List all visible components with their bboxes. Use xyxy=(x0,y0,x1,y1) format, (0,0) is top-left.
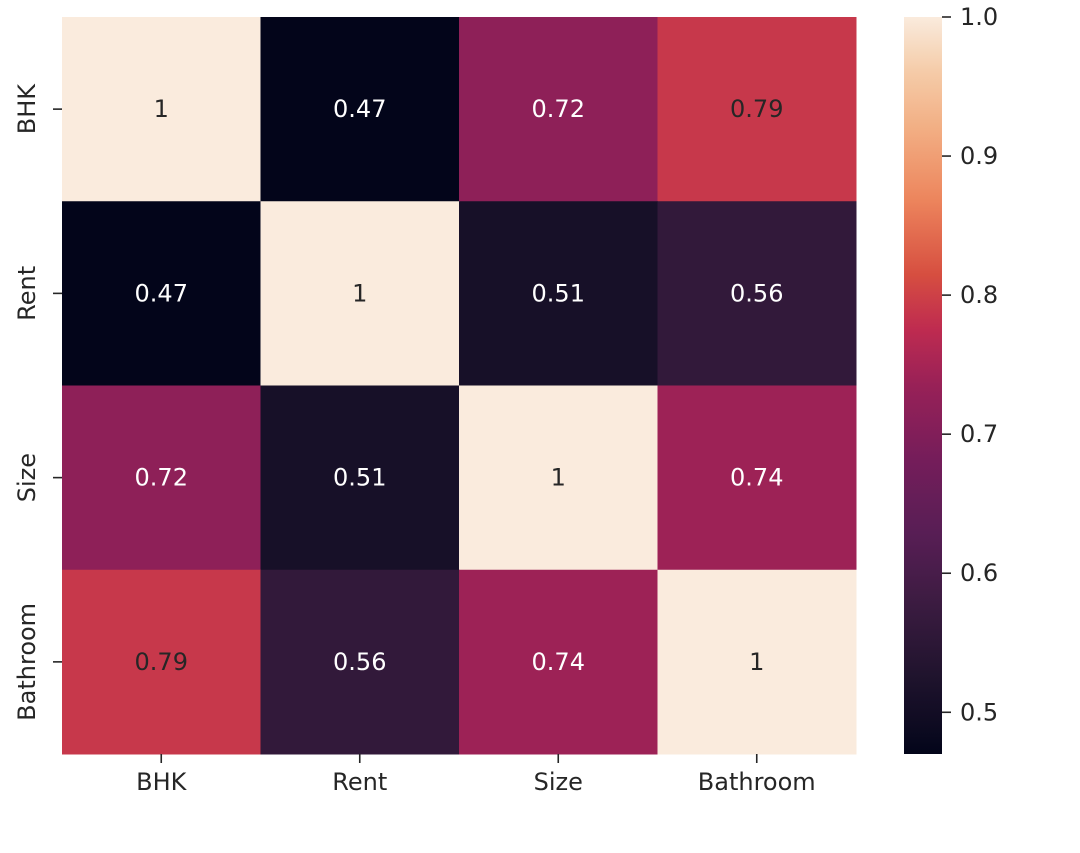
heatmap-cell-size-size xyxy=(459,385,658,571)
cell-annotation: 0.56 xyxy=(730,279,783,307)
x-tick-label: BHK xyxy=(136,768,188,796)
x-axis: BHK Rent Size Bathroom xyxy=(136,754,816,796)
cell-annotation: 0.72 xyxy=(532,95,585,123)
cell-annotation: 1 xyxy=(154,95,169,123)
heatmap-cell-bhk-bathroom xyxy=(657,17,857,202)
heatmap-cell-size-rent xyxy=(260,385,460,571)
heatmap-cell-bhk-size xyxy=(459,17,658,202)
y-tick-label: BHK xyxy=(13,83,41,135)
cell-annotation: 0.72 xyxy=(135,464,188,492)
heatmap-cell-bhk-bhk xyxy=(62,17,261,202)
cell-annotation: 0.47 xyxy=(333,95,386,123)
x-tick-label: Rent xyxy=(332,768,387,796)
heatmap-cell-rent-bhk xyxy=(62,201,261,386)
heatmap-cell-rent-rent xyxy=(260,201,460,386)
colorbar-tick-label: 0.8 xyxy=(960,281,998,309)
x-tick-label: Bathroom xyxy=(698,768,816,796)
heatmap-cell-size-bhk xyxy=(62,385,261,571)
cell-annotation: 0.47 xyxy=(135,279,188,307)
x-tick-label: Size xyxy=(534,768,583,796)
cell-annotation: 0.74 xyxy=(730,464,783,492)
colorbar-tick-label: 0.5 xyxy=(960,698,998,726)
cell-annotation: 0.51 xyxy=(333,464,386,492)
heatmap-cell-bathroom-bathroom xyxy=(657,569,857,755)
colorbar-tick-label: 1.0 xyxy=(960,3,998,31)
cell-annotation: 0.51 xyxy=(532,279,585,307)
colorbar-tick-label: 0.6 xyxy=(960,559,998,587)
heatmap-cell-rent-size xyxy=(459,201,658,386)
heatmap-cell-bathroom-size xyxy=(459,569,658,755)
heatmap-cell-bathroom-rent xyxy=(260,569,460,755)
heatmap-cell-rent-bathroom xyxy=(657,201,857,386)
heatmap-annotations: 1 0.47 0.72 0.79 0.47 1 0.51 0.56 0.72 0.51 1 0.74 0… xyxy=(135,95,784,676)
y-tick-label: Rent xyxy=(13,266,41,321)
y-tick-label: Size xyxy=(13,453,41,502)
colorbar-tick-label: 0.7 xyxy=(960,420,998,448)
cell-annotation: 1 xyxy=(352,279,367,307)
cell-annotation: 0.56 xyxy=(333,648,386,676)
cell-annotation: 0.79 xyxy=(730,95,783,123)
cell-annotation: 1 xyxy=(749,648,764,676)
cell-annotation: 1 xyxy=(551,464,566,492)
heatmap-cell-bhk-rent xyxy=(260,17,460,202)
heatmap-cells xyxy=(62,17,857,755)
y-tick-label: Bathroom xyxy=(13,603,41,721)
cell-annotation: 0.74 xyxy=(532,648,585,676)
colorbar-tick-label: 0.9 xyxy=(960,142,998,170)
cell-annotation: 0.79 xyxy=(135,648,188,676)
colorbar: 0.5 0.6 0.7 0.8 0.9 1.0 xyxy=(904,3,998,754)
heatmap-cell-size-bathroom xyxy=(657,385,857,571)
y-axis: BHK Rent Size Bathroom xyxy=(13,83,62,721)
heatmap-cell-bathroom-bhk xyxy=(62,569,261,755)
colorbar-gradient xyxy=(904,17,942,754)
